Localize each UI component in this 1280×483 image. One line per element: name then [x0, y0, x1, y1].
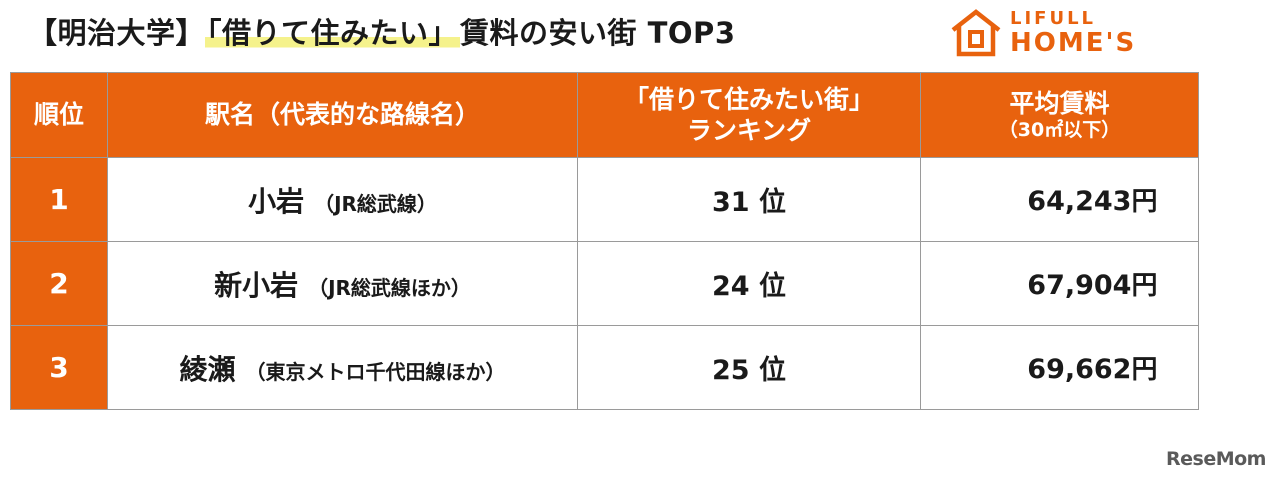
station-cell: 小岩 （JR総武線） [107, 157, 578, 242]
station-line: （東京メトロ千代田線ほか） [245, 359, 506, 384]
rent-cell: 64,243円 [920, 157, 1199, 242]
header-ranking-line1: 「借りて住みたい街」 [623, 84, 874, 114]
page-title: 【明治大学】「借りて住みたい」賃料の安い街 TOP3 [28, 10, 736, 52]
rent-value: 69,662 [1027, 354, 1132, 385]
ranking-table: 順位 駅名（代表的な路線名） 「借りて住みたい街」 ランキング 平均賃料 （30… [10, 72, 1199, 410]
station-name: 小岩 [248, 184, 305, 218]
rent-cell: 67,904円 [920, 241, 1199, 326]
table-row: 2 新小岩 （JR総武線ほか） 24 位 67,904円 [10, 241, 1199, 326]
header-station: 駅名（代表的な路線名） [107, 72, 578, 158]
station-name: 綾瀬 [179, 352, 236, 386]
rank-cell: 3 [10, 325, 108, 410]
rent-value: 67,904 [1027, 270, 1132, 301]
ranking-cell: 25 位 [577, 325, 921, 410]
header-rank: 順位 [10, 72, 108, 158]
header-rent: 平均賃料 （30㎡以下） [920, 72, 1199, 158]
resemom-watermark: ReseMom [1166, 448, 1266, 470]
title-prefix: 【明治大学】 [28, 16, 206, 50]
station-line: （JR総武線ほか） [308, 275, 471, 300]
header-rent-line1: 平均賃料 [1009, 88, 1110, 118]
table-header-row: 順位 駅名（代表的な路線名） 「借りて住みたい街」 ランキング 平均賃料 （30… [10, 72, 1199, 158]
table-row: 3 綾瀬 （東京メトロ千代田線ほか） 25 位 69,662円 [10, 325, 1199, 410]
header-ranking-line2: ランキング [686, 116, 812, 145]
logo-text-top: LIFULL [1010, 8, 1097, 29]
station-cell: 綾瀬 （東京メトロ千代田線ほか） [107, 325, 578, 410]
station-cell: 新小岩 （JR総武線ほか） [107, 241, 578, 326]
ranking-cell: 24 位 [577, 241, 921, 326]
station-name: 新小岩 [214, 268, 299, 302]
ranking-cell: 31 位 [577, 157, 921, 242]
title-highlight: 「借りて住みたい」 [205, 16, 461, 50]
header-rent-line2: （30㎡以下） [998, 118, 1121, 141]
rank-cell: 1 [10, 157, 108, 242]
table-row: 1 小岩 （JR総武線） 31 位 64,243円 [10, 157, 1199, 242]
rent-unit: 円 [1131, 355, 1158, 385]
rent-unit: 円 [1131, 271, 1158, 301]
title-suffix: 賃料の安い街 TOP3 [460, 16, 736, 50]
house-icon [951, 9, 1001, 57]
rent-cell: 69,662円 [920, 325, 1199, 410]
rent-unit: 円 [1131, 187, 1158, 217]
station-line: （JR総武線） [314, 191, 437, 216]
lifull-homes-logo: LIFULL HOME'S [950, 6, 1170, 64]
logo-text-bottom: HOME'S [1010, 28, 1137, 58]
rank-cell: 2 [10, 241, 108, 326]
header-ranking: 「借りて住みたい街」 ランキング [577, 72, 921, 158]
rent-value: 64,243 [1027, 186, 1132, 217]
